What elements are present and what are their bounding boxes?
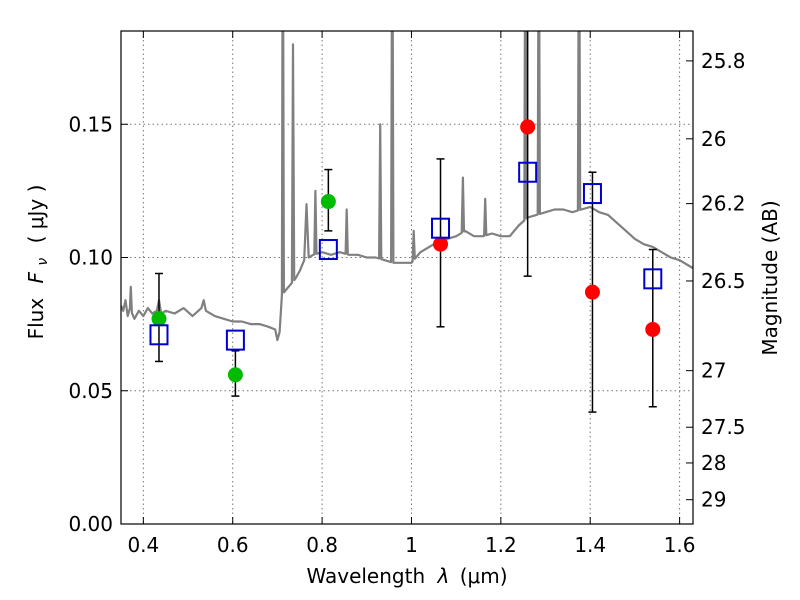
y2-tick-label: 26 <box>701 127 726 151</box>
x-tick-label: 0.6 <box>217 533 249 557</box>
photometry-square-marker <box>431 217 451 239</box>
x-axis-label: Wavelength λ (μm) <box>306 564 507 588</box>
photometry-circle-marker <box>520 119 536 135</box>
photometry-circle-marker <box>433 236 449 252</box>
y2-tick-label: 26.5 <box>701 269 746 293</box>
y-tick-label: 0.10 <box>68 246 113 270</box>
photometry-square-marker <box>225 329 245 351</box>
y2-tick-label: 28 <box>701 451 726 475</box>
photometry-circle-marker <box>584 284 600 300</box>
y-axis-label: Flux F ν ( μJy ) <box>24 185 52 340</box>
x-axis-label-unit: (μm) <box>460 564 508 588</box>
photometry-circle-marker <box>320 194 336 210</box>
photometry-circle-marker <box>227 367 243 383</box>
x-axis-label-text: Wavelength <box>306 564 425 588</box>
axis-ticks: 0.4 0.6 0.8 1 1.2 1.4 1.6 0.00 0.05 0.10 0.15 25.8 2… <box>68 31 746 557</box>
y-axis-label-text: Flux <box>24 298 48 340</box>
y2-axis-label: Magnitude (AB) <box>758 200 782 355</box>
y-axis-label-subscript: ν <box>35 258 51 266</box>
y-axis-label-symbol: F <box>24 271 48 283</box>
photometry-square-marker <box>318 239 338 261</box>
photometry-square-marker <box>149 324 169 346</box>
photometry-square-marker <box>582 183 602 205</box>
y-axis-label-unit: ( μJy ) <box>24 185 48 244</box>
x-tick-label: 1.2 <box>485 533 517 557</box>
photometry-square-marker <box>518 161 538 183</box>
spectrum-layer <box>121 31 693 342</box>
model-spectrum-line <box>121 31 693 342</box>
x-tick-label: 0.4 <box>127 533 159 557</box>
y2-tick-label: 29 <box>701 488 726 512</box>
x-axis-label-symbol: λ <box>437 564 450 588</box>
x-tick-label: 0.8 <box>306 533 338 557</box>
y-tick-label: 0.15 <box>68 112 113 136</box>
data-markers <box>149 119 663 383</box>
y2-tick-label: 27 <box>701 359 726 383</box>
y-tick-label: 0.00 <box>68 512 113 536</box>
x-tick-label: 1 <box>405 533 418 557</box>
plot-frame <box>120 30 694 525</box>
photometry-square-marker <box>643 268 663 290</box>
y2-tick-label: 25.8 <box>701 49 746 73</box>
x-tick-label: 1.4 <box>574 533 606 557</box>
y-tick-label: 0.05 <box>68 379 113 403</box>
photometry-circle-marker <box>151 311 167 327</box>
photometry-circle-marker <box>645 321 661 337</box>
x-tick-label: 1.6 <box>664 533 696 557</box>
grid-lines <box>121 31 693 524</box>
y2-tick-label: 27.5 <box>701 415 746 439</box>
y2-tick-label: 26.2 <box>701 192 746 216</box>
